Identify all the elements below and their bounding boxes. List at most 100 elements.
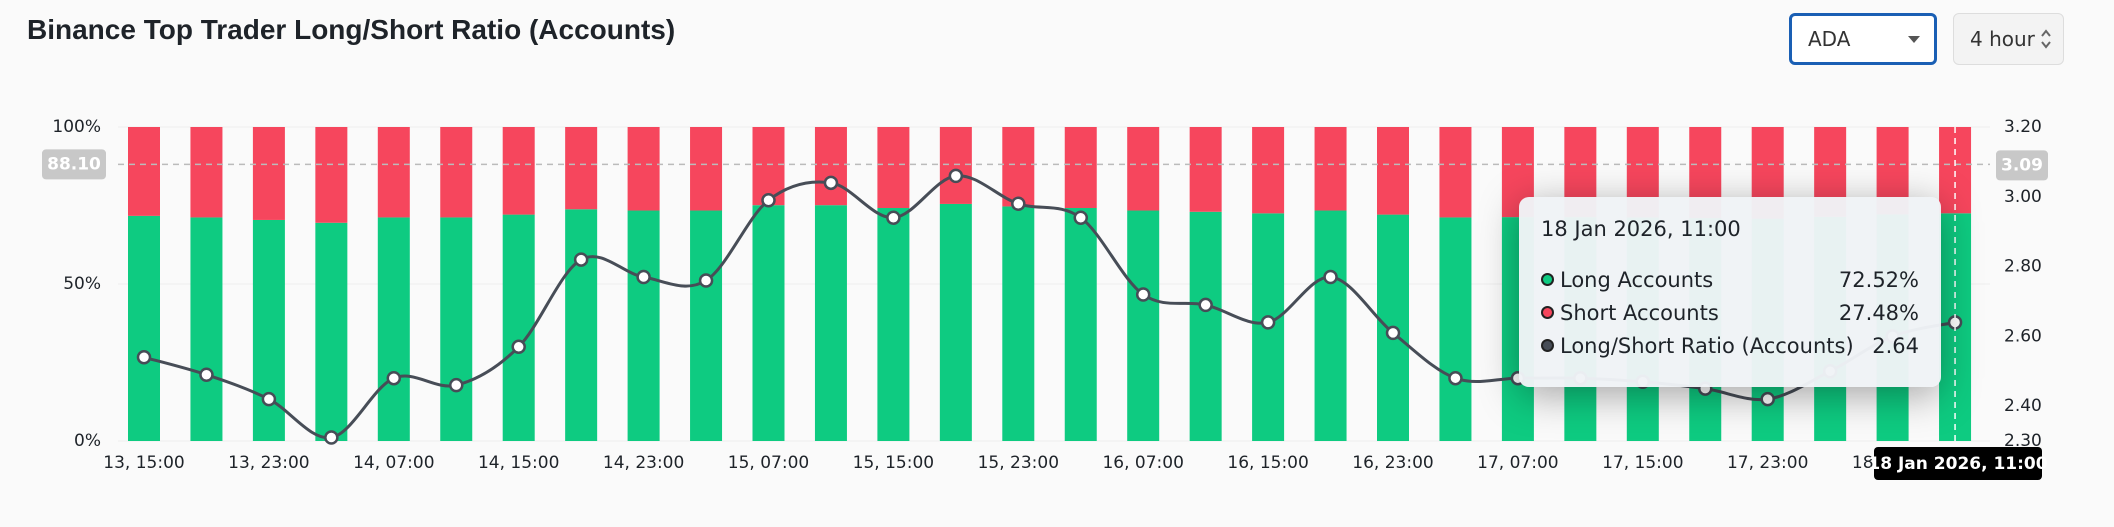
page-title: Binance Top Trader Long/Short Ratio (Acc…: [27, 14, 676, 45]
ratio-point: [886, 210, 901, 225]
ratio-point: [948, 168, 964, 184]
x-tick-label: 17, 15:00: [1602, 453, 1683, 473]
bar-segment: [190, 127, 223, 218]
ratio-point: [573, 252, 589, 267]
x-tick-label: 15, 07:00: [728, 453, 809, 473]
bar-segment: [1314, 127, 1347, 211]
tooltip-row: Long/Short Ratio (Accounts) 2.64: [1541, 329, 1919, 362]
interval-select[interactable]: 4 hour: [1953, 13, 2064, 65]
tooltip-value: 27.48%: [1838, 300, 1919, 325]
tooltip-row: Short Accounts 27.48%: [1541, 296, 1919, 329]
bar-segment: [502, 214, 535, 441]
ratio-point: [1385, 325, 1401, 341]
y-tick-label: 0%: [74, 431, 101, 451]
x-tick-label: 13, 15:00: [103, 453, 184, 473]
ratio-point: [1198, 297, 1213, 313]
dropdown-caret: [1908, 36, 1920, 43]
ratio-point: [823, 175, 839, 191]
y2-tick-label: 2.80: [2004, 257, 2042, 277]
bar-segment: [1127, 127, 1160, 211]
bar-segment: [814, 127, 847, 206]
ratio-point: [1073, 210, 1088, 225]
tooltip-swatch: [1541, 306, 1554, 319]
stepper-caret: [2041, 29, 2051, 49]
bar-segment: [690, 127, 723, 211]
y-tick-label: 50%: [63, 274, 101, 294]
ratio-point: [324, 430, 339, 445]
bar-segment: [690, 210, 723, 441]
bar-segment: [939, 127, 972, 204]
x-tick-label: 16, 23:00: [1352, 453, 1433, 473]
bar-segment: [1377, 127, 1409, 215]
y-tick-label: 100%: [52, 117, 101, 137]
bar-segment: [877, 127, 910, 209]
bar-segment: [627, 127, 660, 211]
bar-segment: [565, 209, 598, 441]
bar-segment: [502, 127, 535, 215]
crosshair-y2-badge: [1996, 150, 2048, 181]
bar-segment: [128, 127, 160, 216]
x-tick-label: 16, 07:00: [1102, 453, 1183, 473]
bar-segment: [440, 217, 473, 441]
ratio-point: [261, 391, 277, 407]
crosshair-x-label: 18 Jan 2026, 11:00: [1868, 454, 2047, 474]
y2-tick-label: 3.20: [2004, 117, 2042, 137]
bar-segment: [1002, 206, 1035, 441]
bar-segment: [1064, 127, 1097, 209]
bar-segment: [252, 127, 285, 220]
ratio-point: [761, 193, 776, 208]
ratio-point: [698, 273, 714, 288]
ratio-point: [449, 377, 464, 393]
bar-segment: [1439, 217, 1472, 441]
x-tick-label: 15, 15:00: [853, 453, 934, 473]
ratio-point: [1260, 315, 1276, 330]
tooltip-row: Long Accounts 72.52%: [1541, 263, 1919, 296]
ratio-point: [1011, 196, 1026, 212]
symbol-select[interactable]: ADA: [1789, 13, 1937, 65]
tooltip-value: 2.64: [1872, 333, 1919, 358]
bar-segment: [627, 210, 660, 441]
bar-segment: [1002, 127, 1035, 207]
tooltip-series-name: Long/Short Ratio (Accounts): [1560, 333, 1854, 358]
bar-segment: [814, 205, 847, 441]
bar-segment: [190, 217, 223, 441]
x-tick-label: 17, 23:00: [1727, 453, 1808, 473]
ratio-point: [511, 339, 526, 355]
bar-segment: [377, 217, 410, 441]
tooltip-series-name: Long Accounts: [1560, 267, 1714, 292]
tooltip: 18 Jan 2026, 11:00 Long Accounts 72.52% Sh…: [1519, 197, 1941, 387]
y2-tick-label: 2.40: [2004, 396, 2042, 416]
x-tick-label: 14, 07:00: [353, 453, 434, 473]
ratio-point: [136, 350, 152, 365]
symbol-value: ADA: [1808, 27, 1851, 51]
ratio-point: [199, 367, 214, 382]
x-tick-label: 15, 23:00: [978, 453, 1059, 473]
y2-tick-label: 2.30: [2004, 431, 2042, 451]
bar-segment: [752, 205, 785, 441]
y2-tick-label: 3.00: [2004, 187, 2042, 207]
bar-segment: [1252, 127, 1285, 214]
ratio-point: [636, 269, 651, 285]
y2-tick-label: 2.60: [2004, 326, 2042, 346]
crosshair-y2-label: 3.09: [2001, 155, 2043, 175]
crosshair-y-badge: [42, 149, 106, 180]
x-tick-label: 14, 15:00: [478, 453, 559, 473]
ratio-point: [1323, 269, 1338, 285]
x-tick-label: 13, 23:00: [228, 453, 309, 473]
tooltip-title: 18 Jan 2026, 11:00: [1541, 217, 1741, 241]
tooltip-swatch: [1541, 273, 1554, 286]
bar-segment: [1127, 210, 1160, 441]
ratio-point: [386, 370, 402, 386]
bar-segment: [315, 127, 348, 223]
interval-value: 4 hour: [1970, 27, 2035, 51]
bar-segment: [1439, 127, 1472, 218]
tooltip-series-name: Short Accounts: [1560, 300, 1719, 325]
tooltip-swatch: [1541, 339, 1554, 352]
ratio-point: [1760, 391, 1775, 407]
bar-segment: [877, 208, 910, 441]
bar-segment: [1189, 127, 1222, 212]
crosshair-x-badge: [1874, 447, 2042, 480]
bar-segment: [1064, 208, 1097, 441]
x-tick-label: 16, 15:00: [1227, 453, 1308, 473]
